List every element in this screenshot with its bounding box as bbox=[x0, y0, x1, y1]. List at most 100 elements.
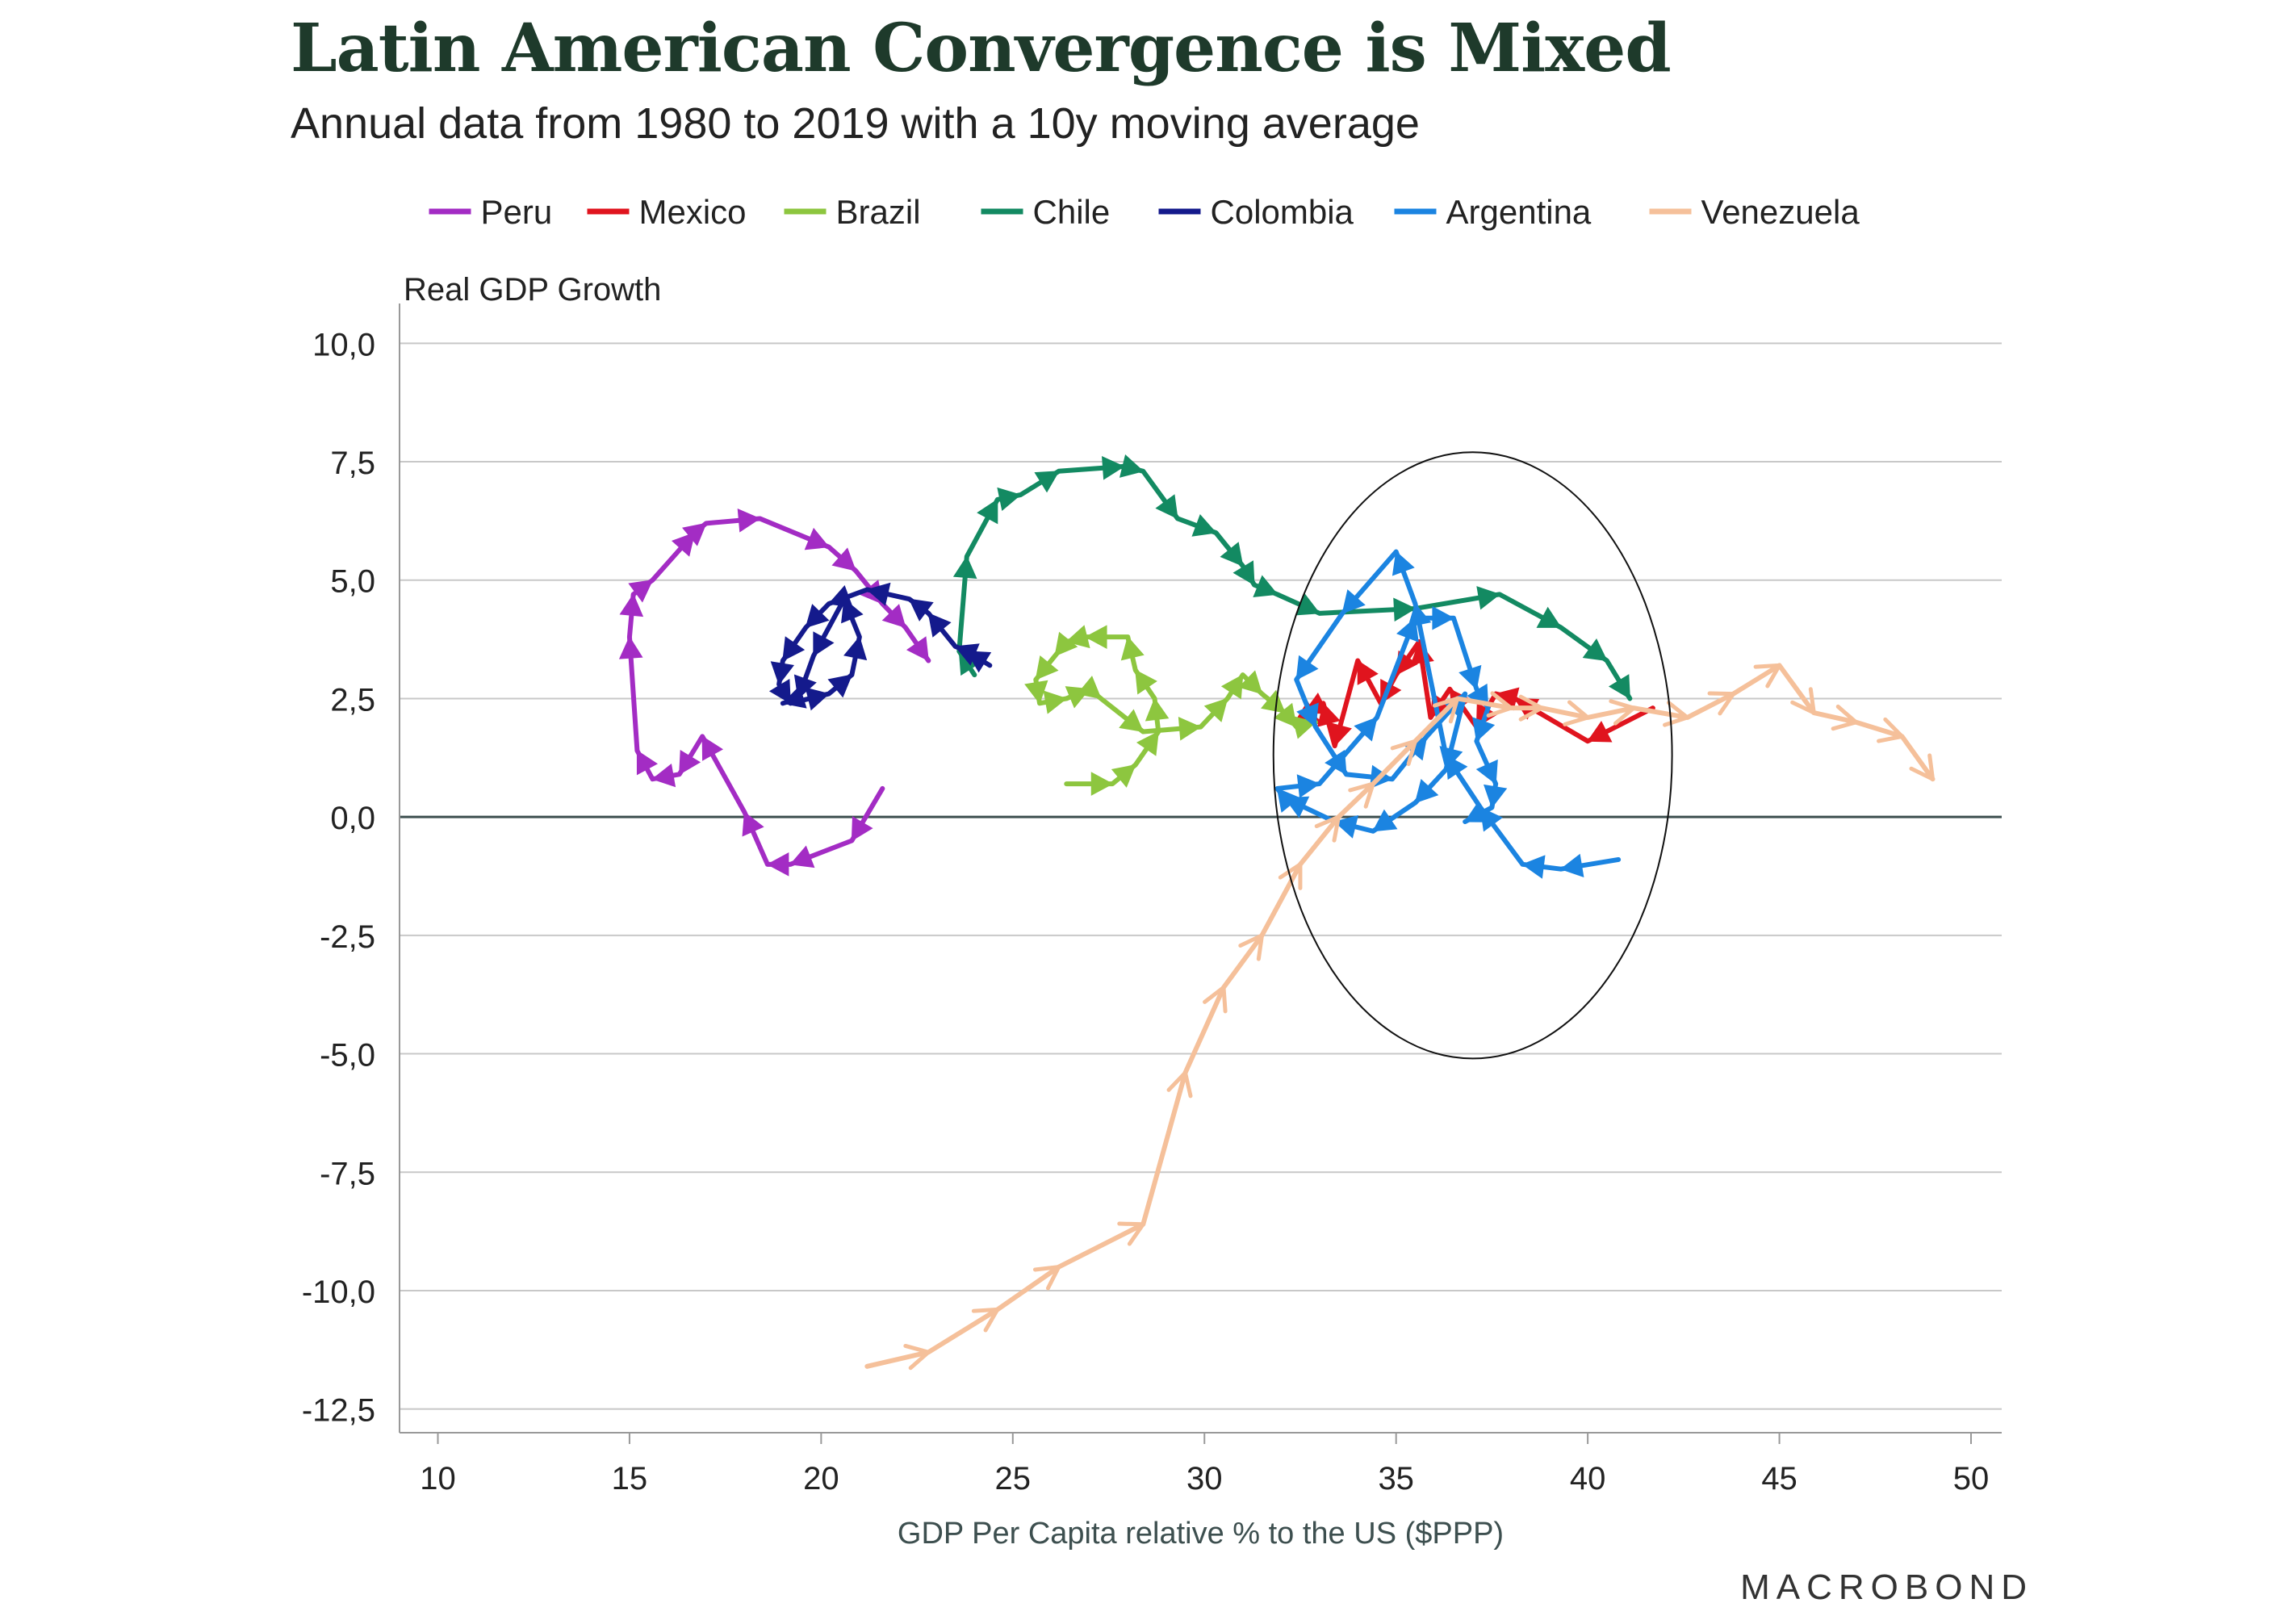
data-point-arrow bbox=[1238, 670, 1263, 695]
data-point-arrow bbox=[789, 845, 815, 869]
y-tick-label: 5,0 bbox=[330, 564, 375, 600]
data-point-arrow bbox=[1119, 709, 1145, 733]
data-point-arrow bbox=[1135, 669, 1157, 695]
x-tick-label: 15 bbox=[612, 1461, 648, 1496]
data-point-arrow bbox=[1296, 774, 1320, 798]
data-point-arrow bbox=[1276, 788, 1300, 813]
data-point-arrow bbox=[1117, 1221, 1145, 1246]
data-point-arrow bbox=[1372, 809, 1398, 832]
data-point-arrow bbox=[766, 852, 789, 877]
data-point-arrow bbox=[997, 487, 1022, 511]
y-tick-label: -12,5 bbox=[302, 1393, 375, 1429]
y-tick-label: 2,5 bbox=[330, 682, 375, 718]
data-point-arrow bbox=[1220, 542, 1244, 567]
data-point-arrow bbox=[1111, 764, 1136, 788]
data-point-arrow bbox=[977, 499, 998, 525]
data-point-arrow bbox=[1831, 704, 1859, 731]
data-point-arrow bbox=[770, 661, 795, 685]
data-point-arrow bbox=[1354, 717, 1378, 742]
data-point-arrow bbox=[1414, 779, 1439, 804]
data-point-arrow bbox=[881, 604, 906, 629]
x-tick-label: 50 bbox=[1953, 1461, 1990, 1496]
data-point-arrow bbox=[1274, 702, 1297, 728]
data-point-arrow bbox=[1278, 862, 1303, 890]
legend-item-venezuela: Venezuela bbox=[1649, 193, 1860, 231]
data-point-arrow bbox=[1333, 814, 1358, 839]
legend-label: Argentina bbox=[1446, 193, 1592, 231]
data-point-arrow bbox=[1877, 717, 1905, 743]
legend-item-chile: Chile bbox=[981, 193, 1111, 231]
x-tick-label: 10 bbox=[420, 1461, 456, 1496]
data-point-arrow bbox=[1396, 617, 1419, 642]
x-tick-label: 25 bbox=[995, 1461, 1032, 1496]
data-point-arrow bbox=[1084, 625, 1107, 649]
data-point-arrow bbox=[866, 582, 891, 606]
data-point-arrow bbox=[1753, 663, 1782, 689]
data-point-arrow bbox=[1090, 772, 1114, 796]
data-point-arrow bbox=[1790, 687, 1816, 715]
data-point-arrow bbox=[701, 735, 724, 761]
data-point-arrow bbox=[781, 685, 807, 709]
data-point-arrow bbox=[1136, 730, 1159, 756]
legend-item-argentina: Argentina bbox=[1394, 193, 1592, 231]
series-line-chile bbox=[956, 463, 1633, 701]
data-point-arrow bbox=[679, 749, 701, 776]
data-point-arrow bbox=[1120, 636, 1145, 661]
data-point-arrow bbox=[1608, 674, 1630, 700]
x-axis-label: GDP Per Capita relative % to the US ($PP… bbox=[898, 1517, 1504, 1551]
y-tick-label: 0,0 bbox=[330, 801, 375, 836]
data-point-arrow bbox=[813, 631, 835, 657]
data-point-arrow bbox=[618, 636, 643, 659]
data-point-arrow bbox=[841, 598, 864, 624]
series-line-venezuela bbox=[864, 663, 1936, 1369]
data-point-arrow bbox=[1178, 717, 1202, 741]
data-point-arrow bbox=[1341, 589, 1366, 614]
data-point-arrow bbox=[628, 580, 654, 603]
data-point-arrow bbox=[1043, 690, 1068, 714]
legend-item-colombia: Colombia bbox=[1158, 193, 1354, 231]
data-point-arrow bbox=[1191, 513, 1217, 537]
y-axis-label: Real GDP Growth bbox=[404, 272, 661, 308]
data-point-arrow bbox=[1486, 691, 1513, 718]
data-point-arrow bbox=[1166, 1070, 1193, 1099]
y-tick-label: -5,0 bbox=[320, 1038, 375, 1074]
data-point-arrow bbox=[1472, 717, 1496, 743]
data-point-arrow bbox=[1536, 606, 1562, 628]
data-point-arrow bbox=[1054, 631, 1078, 657]
legend-label: Venezuela bbox=[1701, 193, 1860, 231]
data-point-arrow bbox=[906, 636, 929, 662]
data-point-arrow bbox=[1475, 759, 1498, 785]
data-point-arrow bbox=[804, 527, 830, 550]
series-lines bbox=[618, 454, 1936, 1371]
data-point-arrow bbox=[1203, 985, 1228, 1014]
data-point-arrow bbox=[1563, 700, 1590, 726]
data-point-arrow bbox=[843, 636, 868, 661]
data-point-arrow bbox=[1392, 550, 1415, 576]
data-point-arrow bbox=[1155, 494, 1178, 520]
data-point-arrow bbox=[782, 636, 806, 662]
data-point-arrow bbox=[1432, 696, 1460, 724]
data-point-arrow bbox=[1325, 750, 1347, 776]
data-point-arrow bbox=[1357, 659, 1379, 685]
data-point-arrow bbox=[1329, 722, 1352, 747]
data-point-arrow bbox=[831, 547, 856, 571]
macrobond-logo: MACROBOND bbox=[1740, 1567, 2033, 1607]
data-point-arrow bbox=[971, 1307, 1000, 1333]
data-point-arrow bbox=[651, 763, 676, 788]
y-tick-label: -2,5 bbox=[320, 919, 375, 955]
data-point-arrow bbox=[1390, 739, 1417, 767]
highlight-ellipse bbox=[1272, 451, 1673, 1060]
data-point-arrow bbox=[1587, 721, 1613, 743]
data-point-arrow bbox=[827, 674, 853, 698]
data-point-arrow bbox=[1476, 586, 1500, 610]
chart-subtitle: Annual data from 1980 to 2019 with a 10y… bbox=[291, 99, 1420, 148]
legend-label: Brazil bbox=[836, 193, 921, 231]
legend-label: Chile bbox=[1033, 193, 1111, 231]
data-point-arrow bbox=[671, 532, 696, 557]
data-point-arrow bbox=[1034, 471, 1060, 493]
data-point-arrow bbox=[1203, 697, 1228, 722]
data-point-arrow bbox=[1582, 638, 1608, 662]
data-point-arrow bbox=[1232, 560, 1255, 586]
data-point-arrow bbox=[1314, 814, 1341, 843]
data-point-arrow bbox=[954, 643, 980, 666]
